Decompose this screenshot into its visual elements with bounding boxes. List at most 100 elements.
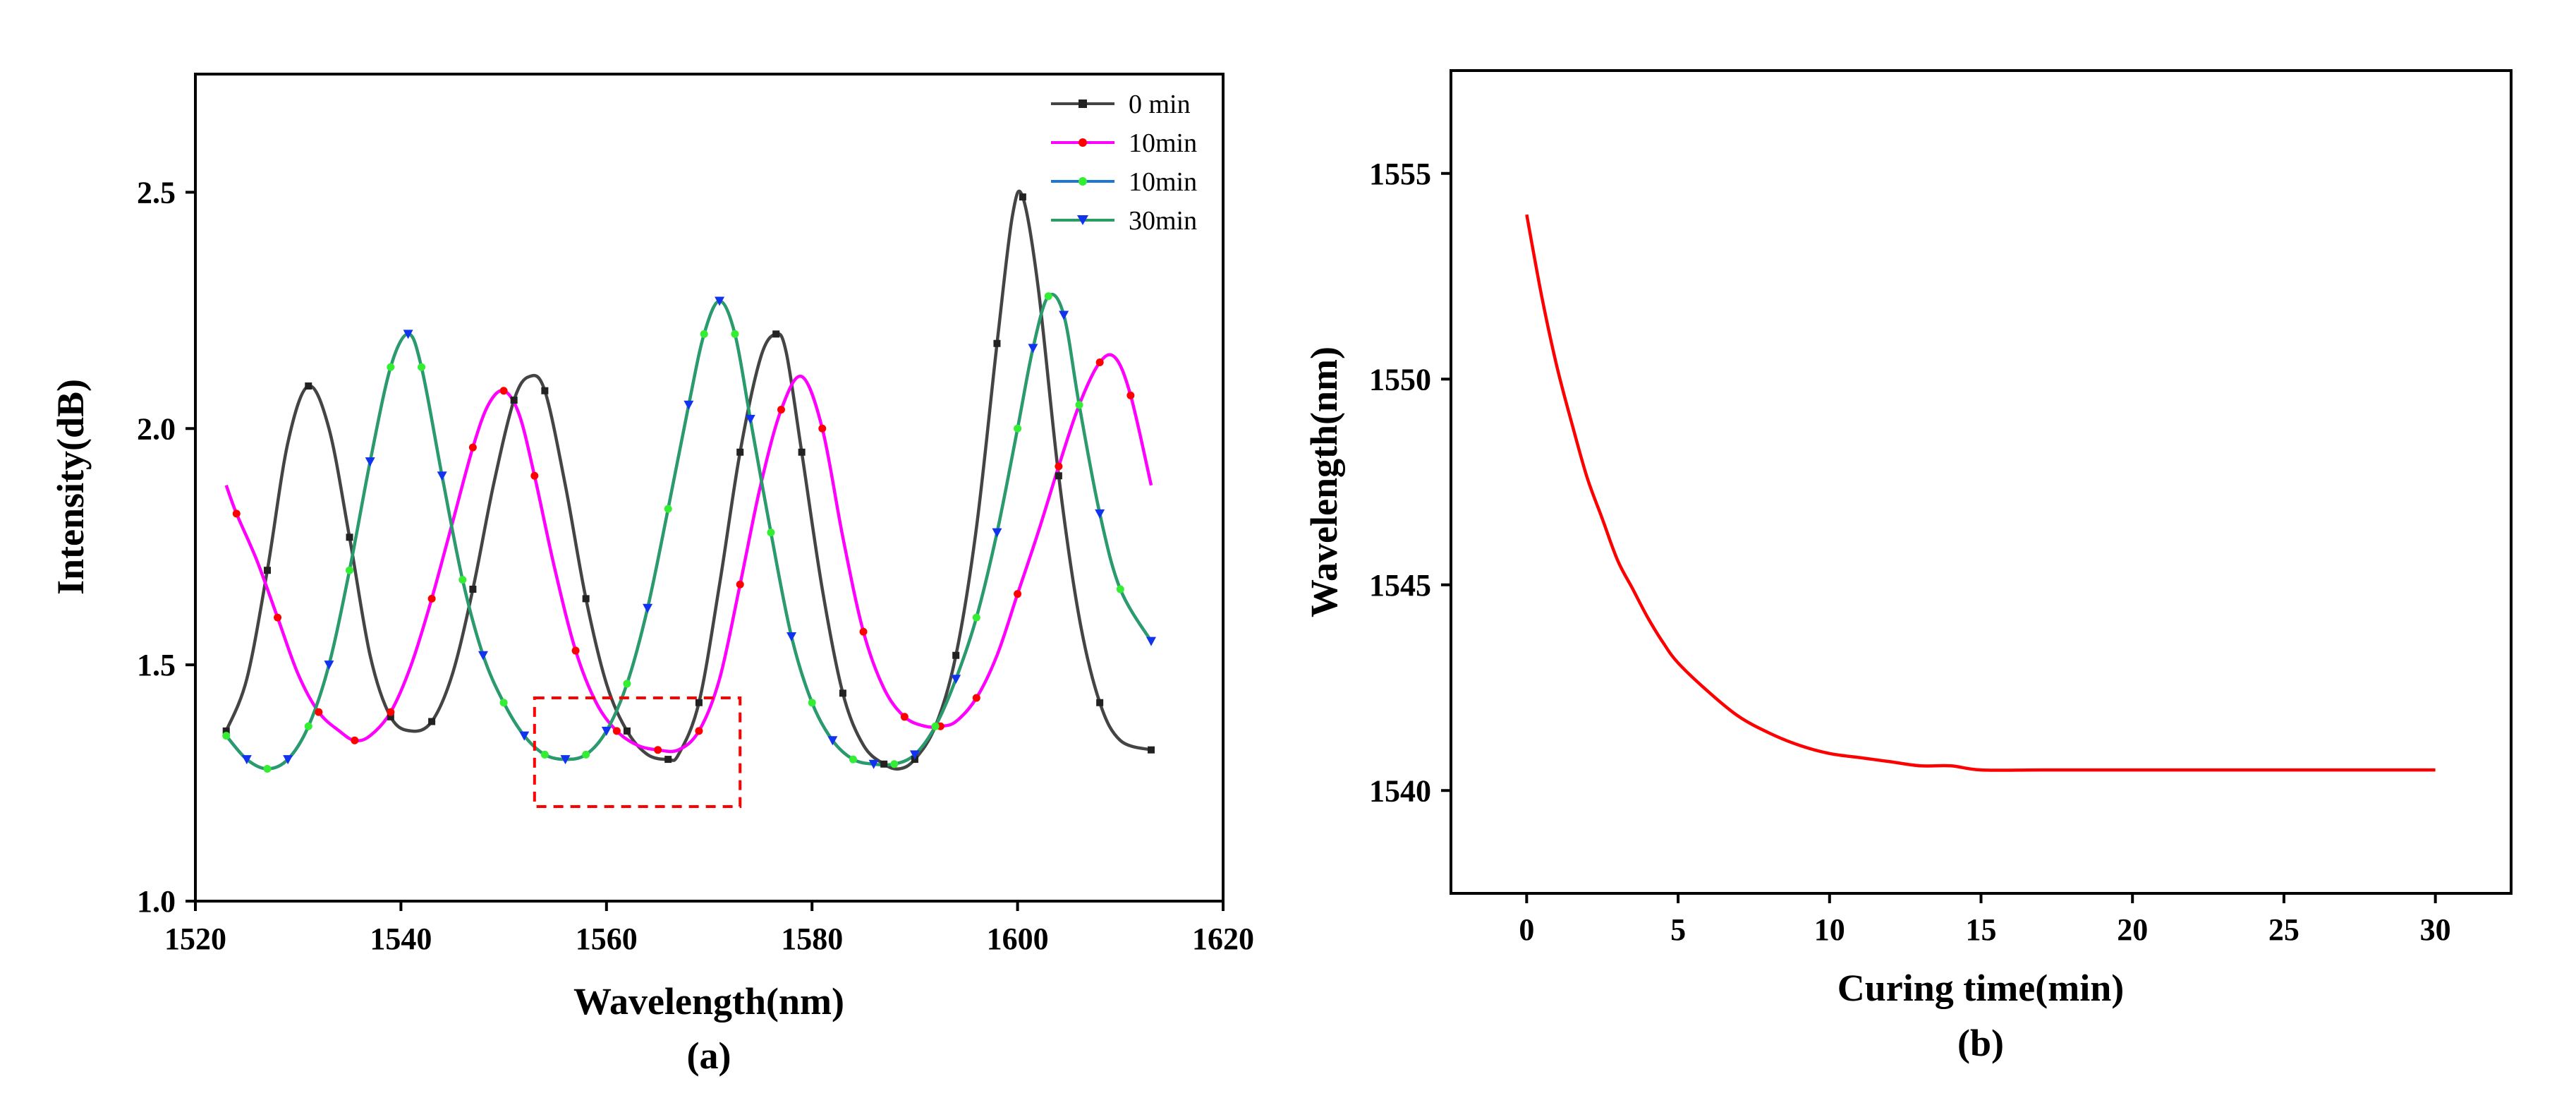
data-point-30min-3 (643, 603, 653, 613)
data-point-10min-2 (1044, 292, 1052, 301)
data-point-0min-0 (664, 756, 672, 764)
data-point-10min-2 (263, 764, 272, 773)
data-point-10min-1 (777, 405, 785, 414)
data-point-30min-3 (868, 759, 879, 769)
b-y-tick-label: 1545 (1369, 568, 1431, 603)
data-point-0min-0 (387, 713, 394, 720)
a-y-tick-label: 1.0 (137, 884, 176, 919)
data-point-10min-1 (427, 594, 436, 603)
data-point-10min-2 (458, 576, 467, 584)
data-point-30min-3 (403, 330, 413, 339)
panel-a-y-axis-title: Intensity(dB) (49, 379, 92, 595)
data-point-10min-2 (931, 722, 940, 730)
panel-b-y-ticks: 1540 1545 1550 1555 (1369, 157, 1451, 808)
panel-b-curing-chart: 0 5 10 15 20 25 30 1540 1545 1550 1555 Wavelength… (1303, 69, 2513, 1064)
legend-marker-10min-blue (1079, 177, 1087, 186)
b-y-tick-label: 1540 (1369, 773, 1431, 808)
data-point-30min-3 (951, 675, 961, 684)
data-point-10min-2 (582, 750, 590, 759)
data-point-10min-1 (859, 627, 868, 636)
data-point-10min-1 (499, 387, 508, 395)
data-point-0min-0 (222, 727, 230, 735)
data-point-10min-1 (612, 727, 621, 735)
data-point-30min-3 (909, 750, 920, 760)
data-point-10min-2 (418, 363, 426, 371)
data-point-0min-0 (736, 448, 744, 456)
data-point-10min-1 (695, 727, 703, 735)
data-point-30min-3 (601, 726, 612, 736)
panel-a-intensity-chart: 1520 1540 1560 1580 1600 1620 1.0 1.5 2.0 2.5 0 … (49, 73, 1254, 1077)
legend-marker-0min (1079, 99, 1087, 108)
data-point-30min-3 (1095, 509, 1105, 519)
data-point-10min-2 (623, 680, 631, 688)
data-point-10min-2 (767, 529, 775, 537)
panel-b-caption: (b) (1957, 1022, 2004, 1064)
b-x-tick-label: 25 (2268, 912, 2299, 947)
data-point-30min-3 (437, 471, 447, 481)
data-point-10min-2 (387, 363, 395, 371)
legend-label-0min: 0 min (1129, 90, 1191, 119)
data-point-10min-2 (890, 760, 899, 768)
data-point-10min-2 (499, 699, 508, 707)
data-point-10min-2 (808, 699, 816, 707)
data-point-0min-0 (772, 330, 780, 338)
data-point-0min-0 (1148, 746, 1155, 754)
data-point-0min-0 (346, 533, 353, 541)
data-point-30min-3 (715, 296, 725, 306)
b-x-tick-label: 20 (2117, 912, 2148, 947)
b-x-tick-label: 0 (1519, 912, 1534, 947)
data-point-10min-1 (654, 746, 662, 754)
legend-marker-30min (1077, 215, 1088, 225)
data-point-10min-1 (315, 708, 323, 716)
a-y-tick-label: 1.5 (137, 648, 176, 682)
data-point-30min-3 (478, 651, 488, 660)
data-point-10min-1 (1126, 391, 1135, 399)
data-point-10min-1 (1095, 358, 1104, 367)
data-point-30min-3 (992, 528, 1002, 538)
data-point-30min-3 (365, 457, 375, 467)
data-point-10min-1 (736, 580, 744, 589)
data-point-30min-3 (786, 632, 797, 641)
a-y-tick-label: 2.0 (137, 411, 176, 446)
data-point-0min-0 (582, 595, 590, 603)
data-point-10min-1 (972, 694, 980, 702)
a-x-tick-label: 1540 (370, 922, 432, 956)
data-point-10min-1 (232, 509, 241, 518)
panel-b-x-axis-title: Curing time(min) (1837, 967, 2124, 1009)
data-point-10min-2 (304, 722, 312, 730)
data-point-30min-3 (684, 400, 694, 410)
b-y-tick-label: 1550 (1369, 362, 1431, 397)
panel-a-series-markers (222, 193, 1157, 773)
legend-label-30min: 30min (1129, 206, 1197, 236)
data-point-0min-0 (428, 718, 436, 725)
data-point-10min-2 (540, 750, 549, 759)
data-point-30min-3 (1059, 310, 1069, 320)
data-point-0min-0 (1096, 699, 1104, 706)
series-line-10min-1 (224, 353, 1153, 754)
data-point-30min-3 (283, 755, 293, 765)
data-point-10min-2 (700, 330, 708, 338)
a-x-tick-label: 1620 (1192, 922, 1254, 956)
panel-b-y-axis-title: Wavelength(nm) (1303, 346, 1345, 617)
data-point-10min-2 (664, 505, 672, 513)
data-point-10min-1 (468, 443, 477, 452)
data-point-10min-2 (731, 330, 739, 338)
data-point-0min-0 (839, 689, 846, 697)
data-point-10min-1 (900, 713, 909, 721)
panel-a-plot-frame (194, 73, 1225, 903)
data-point-0min-0 (1019, 193, 1026, 201)
b-x-tick-label: 10 (1814, 912, 1845, 947)
data-point-10min-2 (222, 732, 231, 740)
data-point-30min-3 (519, 731, 530, 741)
panel-a-y-ticks: 1.0 1.5 2.0 2.5 (137, 175, 195, 919)
data-point-10min-2 (346, 566, 354, 574)
data-point-0min-0 (263, 567, 271, 574)
legend: 0 min 10min 10min 30min (1051, 90, 1197, 236)
data-point-0min-0 (305, 382, 312, 390)
panel-b-x-ticks: 0 5 10 15 20 25 30 (1519, 893, 2451, 947)
series-line-0min-0 (224, 189, 1152, 771)
data-point-30min-3 (1146, 637, 1157, 646)
b-x-tick-label: 15 (1966, 912, 1997, 947)
legend-marker-10min-magenta (1079, 138, 1087, 147)
